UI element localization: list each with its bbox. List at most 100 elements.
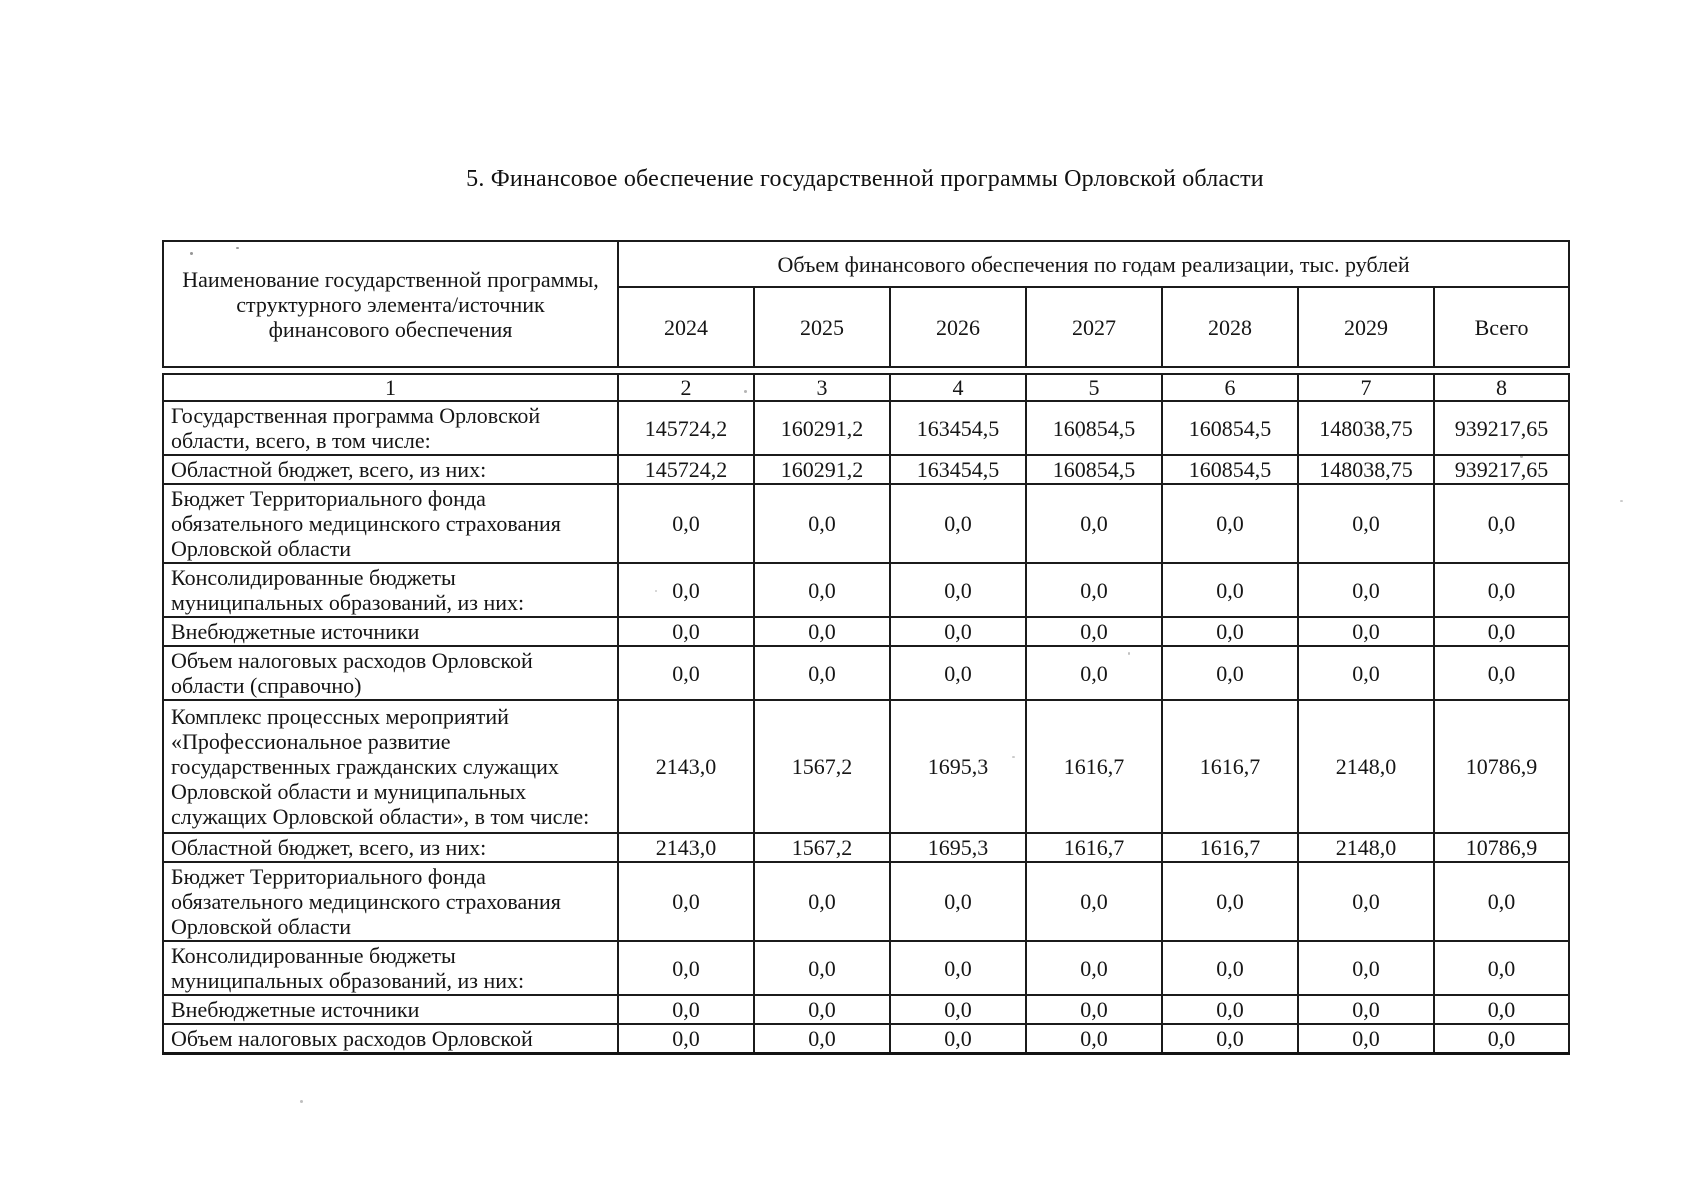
- row-value: 0,0: [753, 645, 891, 701]
- row-value: 10786,9: [1433, 699, 1570, 834]
- table-row: Областной бюджет, всего, из них: 145724,…: [162, 454, 1570, 485]
- column-header-2026: 2026: [889, 286, 1027, 368]
- column-number-8: 8: [1433, 373, 1570, 402]
- scan-speck: [190, 252, 193, 255]
- scan-speck: [744, 390, 747, 393]
- column-header-total: Всего: [1432, 286, 1571, 368]
- row-label: Консолидированные бюджеты муниципальных …: [162, 562, 619, 618]
- row-value: 0,0: [1433, 861, 1570, 942]
- table-row: Объем налоговых расходов Орловской облас…: [162, 645, 1570, 701]
- page-title: 5. Финансовое обеспечение государственно…: [466, 166, 1264, 192]
- row-value: 0,0: [889, 616, 1027, 647]
- row-value: 0,0: [1025, 1023, 1163, 1055]
- row-value: 2143,0: [617, 832, 755, 863]
- row-value: 0,0: [1161, 616, 1299, 647]
- row-value: 0,0: [617, 562, 755, 618]
- row-value: 160854,5: [1025, 454, 1163, 485]
- row-value: 0,0: [889, 562, 1027, 618]
- column-header-name: Наименование государственной программы, …: [162, 240, 619, 368]
- header-row-years: 2024 2025 2026 2027 2028 2029 Всего: [163, 286, 1571, 368]
- row-label: Объем налоговых расходов Орловской облас…: [162, 645, 619, 701]
- column-header-volume-group: Объем финансового обеспечения по годам р…: [616, 240, 1571, 288]
- row-value: 0,0: [1433, 562, 1570, 618]
- row-label: Бюджет Территориального фонда обязательн…: [162, 483, 619, 564]
- row-value: 1695,3: [889, 699, 1027, 834]
- row-value: 160854,5: [1025, 400, 1163, 456]
- row-value: 0,0: [1433, 645, 1570, 701]
- row-value: 0,0: [1297, 645, 1435, 701]
- scan-speck: [655, 590, 657, 592]
- row-value: 0,0: [1161, 861, 1299, 942]
- row-value: 0,0: [1161, 562, 1299, 618]
- row-value: 10786,9: [1433, 832, 1570, 863]
- row-value: 0,0: [1161, 994, 1299, 1025]
- table-row: Комплекс процессных мероприятий «Професс…: [162, 699, 1570, 834]
- column-number-3: 3: [753, 373, 891, 402]
- column-number-6: 6: [1161, 373, 1299, 402]
- row-value: 0,0: [1433, 616, 1570, 647]
- row-value: 0,0: [1025, 940, 1163, 996]
- row-value: 0,0: [889, 483, 1027, 564]
- scan-speck: [1012, 756, 1015, 758]
- row-value: 0,0: [753, 994, 891, 1025]
- finance-table-body: 1 2 3 4 5 6 7 8 Государственная программ…: [162, 373, 1570, 1055]
- row-value: 0,0: [1025, 483, 1163, 564]
- scan-speck: [236, 247, 239, 249]
- row-value: 0,0: [889, 645, 1027, 701]
- row-value: 0,0: [889, 861, 1027, 942]
- row-label: Внебюджетные источники: [162, 994, 619, 1025]
- row-value: 0,0: [1025, 616, 1163, 647]
- row-value: 0,0: [617, 1023, 755, 1055]
- row-label: Областной бюджет, всего, из них:: [162, 454, 619, 485]
- row-label: Государственная программа Орловской обла…: [162, 400, 619, 456]
- row-value: 163454,5: [889, 454, 1027, 485]
- finance-table: Наименование государственной программы, …: [162, 240, 1571, 1055]
- row-value: 0,0: [1161, 483, 1299, 564]
- row-label: Внебюджетные источники: [162, 616, 619, 647]
- row-value: 0,0: [1161, 645, 1299, 701]
- row-value: 0,0: [1297, 616, 1435, 647]
- table-row: Областной бюджет, всего, из них: 2143,0 …: [162, 832, 1570, 863]
- row-value: 0,0: [753, 483, 891, 564]
- column-header-2028: 2028: [1161, 286, 1299, 368]
- table-row: Внебюджетные источники 0,0 0,0 0,0 0,0 0…: [162, 994, 1570, 1025]
- row-value: 0,0: [1297, 861, 1435, 942]
- row-value: 0,0: [617, 483, 755, 564]
- row-value: 0,0: [753, 616, 891, 647]
- column-header-2024: 2024: [617, 286, 755, 368]
- header-row-group: Наименование государственной программы, …: [162, 240, 1571, 368]
- row-value: 0,0: [889, 994, 1027, 1025]
- row-value: 0,0: [1297, 483, 1435, 564]
- column-header-2025: 2025: [753, 286, 891, 368]
- row-value: 0,0: [1025, 645, 1163, 701]
- row-value: 0,0: [1025, 562, 1163, 618]
- column-number-2: 2: [617, 373, 755, 402]
- column-number-4: 4: [889, 373, 1027, 402]
- row-value: 0,0: [617, 861, 755, 942]
- row-value: 1616,7: [1161, 832, 1299, 863]
- row-label: Комплекс процессных мероприятий «Професс…: [162, 699, 619, 834]
- table-row: Консолидированные бюджеты муниципальных …: [162, 562, 1570, 618]
- row-value: 2143,0: [617, 699, 755, 834]
- scan-speck: [1078, 435, 1081, 438]
- table-row: Внебюджетные источники 0,0 0,0 0,0 0,0 0…: [162, 616, 1570, 647]
- row-value: 0,0: [889, 940, 1027, 996]
- row-value: 0,0: [1433, 994, 1570, 1025]
- row-value: 0,0: [1297, 562, 1435, 618]
- row-value: 0,0: [1297, 994, 1435, 1025]
- row-value: 163454,5: [889, 400, 1027, 456]
- row-value: 0,0: [753, 1023, 891, 1055]
- table-row: Бюджет Территориального фонда обязательн…: [162, 861, 1570, 942]
- row-value: 0,0: [617, 994, 755, 1025]
- row-value: 0,0: [1161, 1023, 1299, 1055]
- row-value: 1567,2: [753, 699, 891, 834]
- row-value: 0,0: [753, 861, 891, 942]
- row-value: 0,0: [1297, 940, 1435, 996]
- row-value: 0,0: [1161, 940, 1299, 996]
- row-value: 1695,3: [889, 832, 1027, 863]
- row-value: 939217,65: [1433, 400, 1570, 456]
- row-value: 1616,7: [1025, 699, 1163, 834]
- row-value: 0,0: [1433, 1023, 1570, 1055]
- row-value: 160854,5: [1161, 454, 1299, 485]
